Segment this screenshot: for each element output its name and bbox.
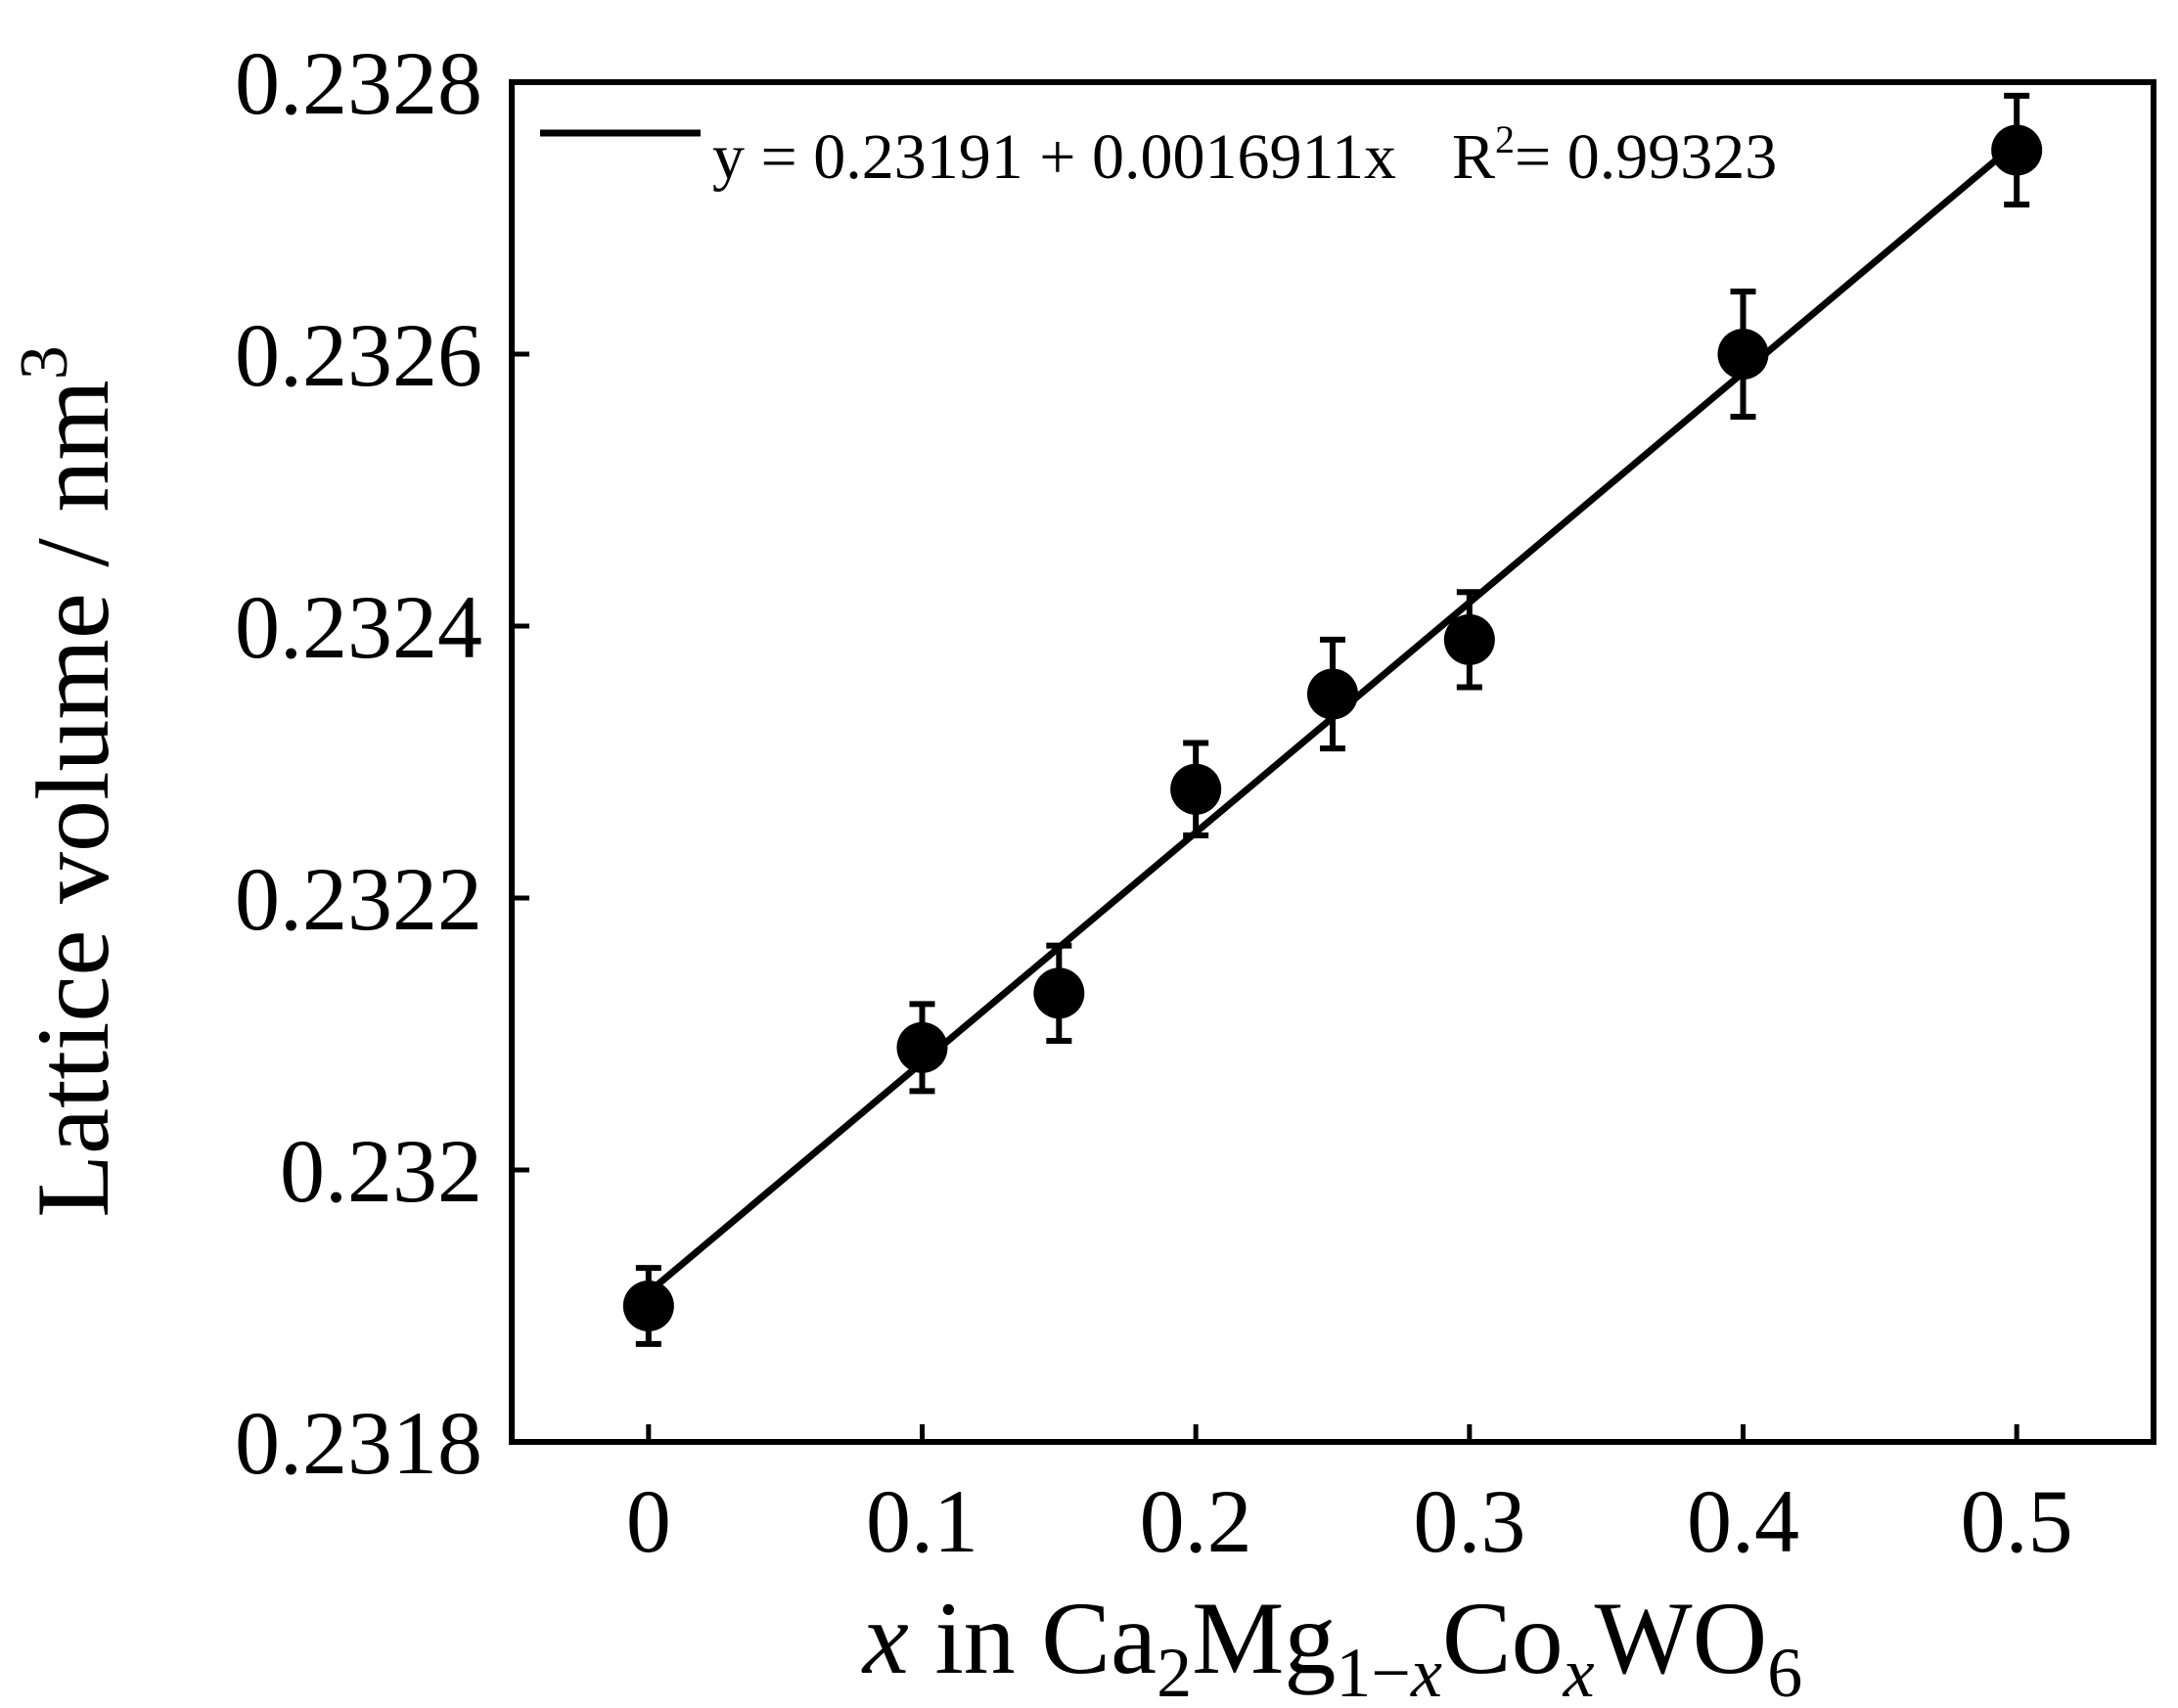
data-marker xyxy=(1170,763,1222,815)
y-tick-label: 0.2324 xyxy=(235,577,482,677)
x-ticks: 0 0.1 0.2 0.3 0.4 0.5 xyxy=(626,1424,2073,1571)
data-marker xyxy=(1033,967,1085,1019)
x-tick-label: 0.3 xyxy=(1413,1471,1525,1571)
data-marker xyxy=(896,1021,948,1073)
y-tick-label: 0.2322 xyxy=(235,849,482,949)
data-point xyxy=(1307,636,1358,752)
points-layer xyxy=(622,92,2043,1347)
data-point xyxy=(1033,942,1085,1044)
data-point xyxy=(1991,92,2043,208)
data-marker xyxy=(622,1281,674,1331)
x-axis-title: x in Ca2Mg1−xCoxWO6 xyxy=(861,1581,1802,1708)
legend-equation: y = 0.23191 + 0.0016911x xyxy=(712,121,1396,193)
x-tick-label: 0 xyxy=(626,1471,671,1571)
x-tick-label: 0.2 xyxy=(1140,1471,1252,1571)
y-ticks: 0.2318 0.232 0.2322 0.2324 0.2326 0.2328 xyxy=(235,33,529,1493)
x-tick-label: 0.5 xyxy=(1961,1471,2073,1571)
legend-r-squared: R2= 0.99323 xyxy=(1452,117,1777,193)
y-tick-label: 0.2318 xyxy=(235,1393,482,1493)
data-point xyxy=(1170,740,1222,839)
data-point xyxy=(1717,289,1769,420)
data-point xyxy=(622,1265,674,1347)
y-tick-label: 0.2326 xyxy=(235,305,482,405)
y-tick-label: 0.2328 xyxy=(235,33,482,133)
x-tick-label: 0.4 xyxy=(1687,1471,1799,1571)
data-marker xyxy=(1307,668,1358,720)
data-marker xyxy=(1717,329,1769,380)
legend: y = 0.23191 + 0.0016911x R2= 0.99323 xyxy=(540,117,1777,193)
data-marker xyxy=(1991,124,2043,176)
y-axis-title: Lattice volume / nm3 xyxy=(7,345,130,1218)
data-point xyxy=(896,1001,948,1095)
plot-frame xyxy=(509,79,2156,1445)
y-tick-label: 0.232 xyxy=(280,1121,482,1221)
data-point xyxy=(1443,589,1495,691)
data-marker xyxy=(1443,613,1495,665)
x-tick-label: 0.1 xyxy=(866,1471,978,1571)
